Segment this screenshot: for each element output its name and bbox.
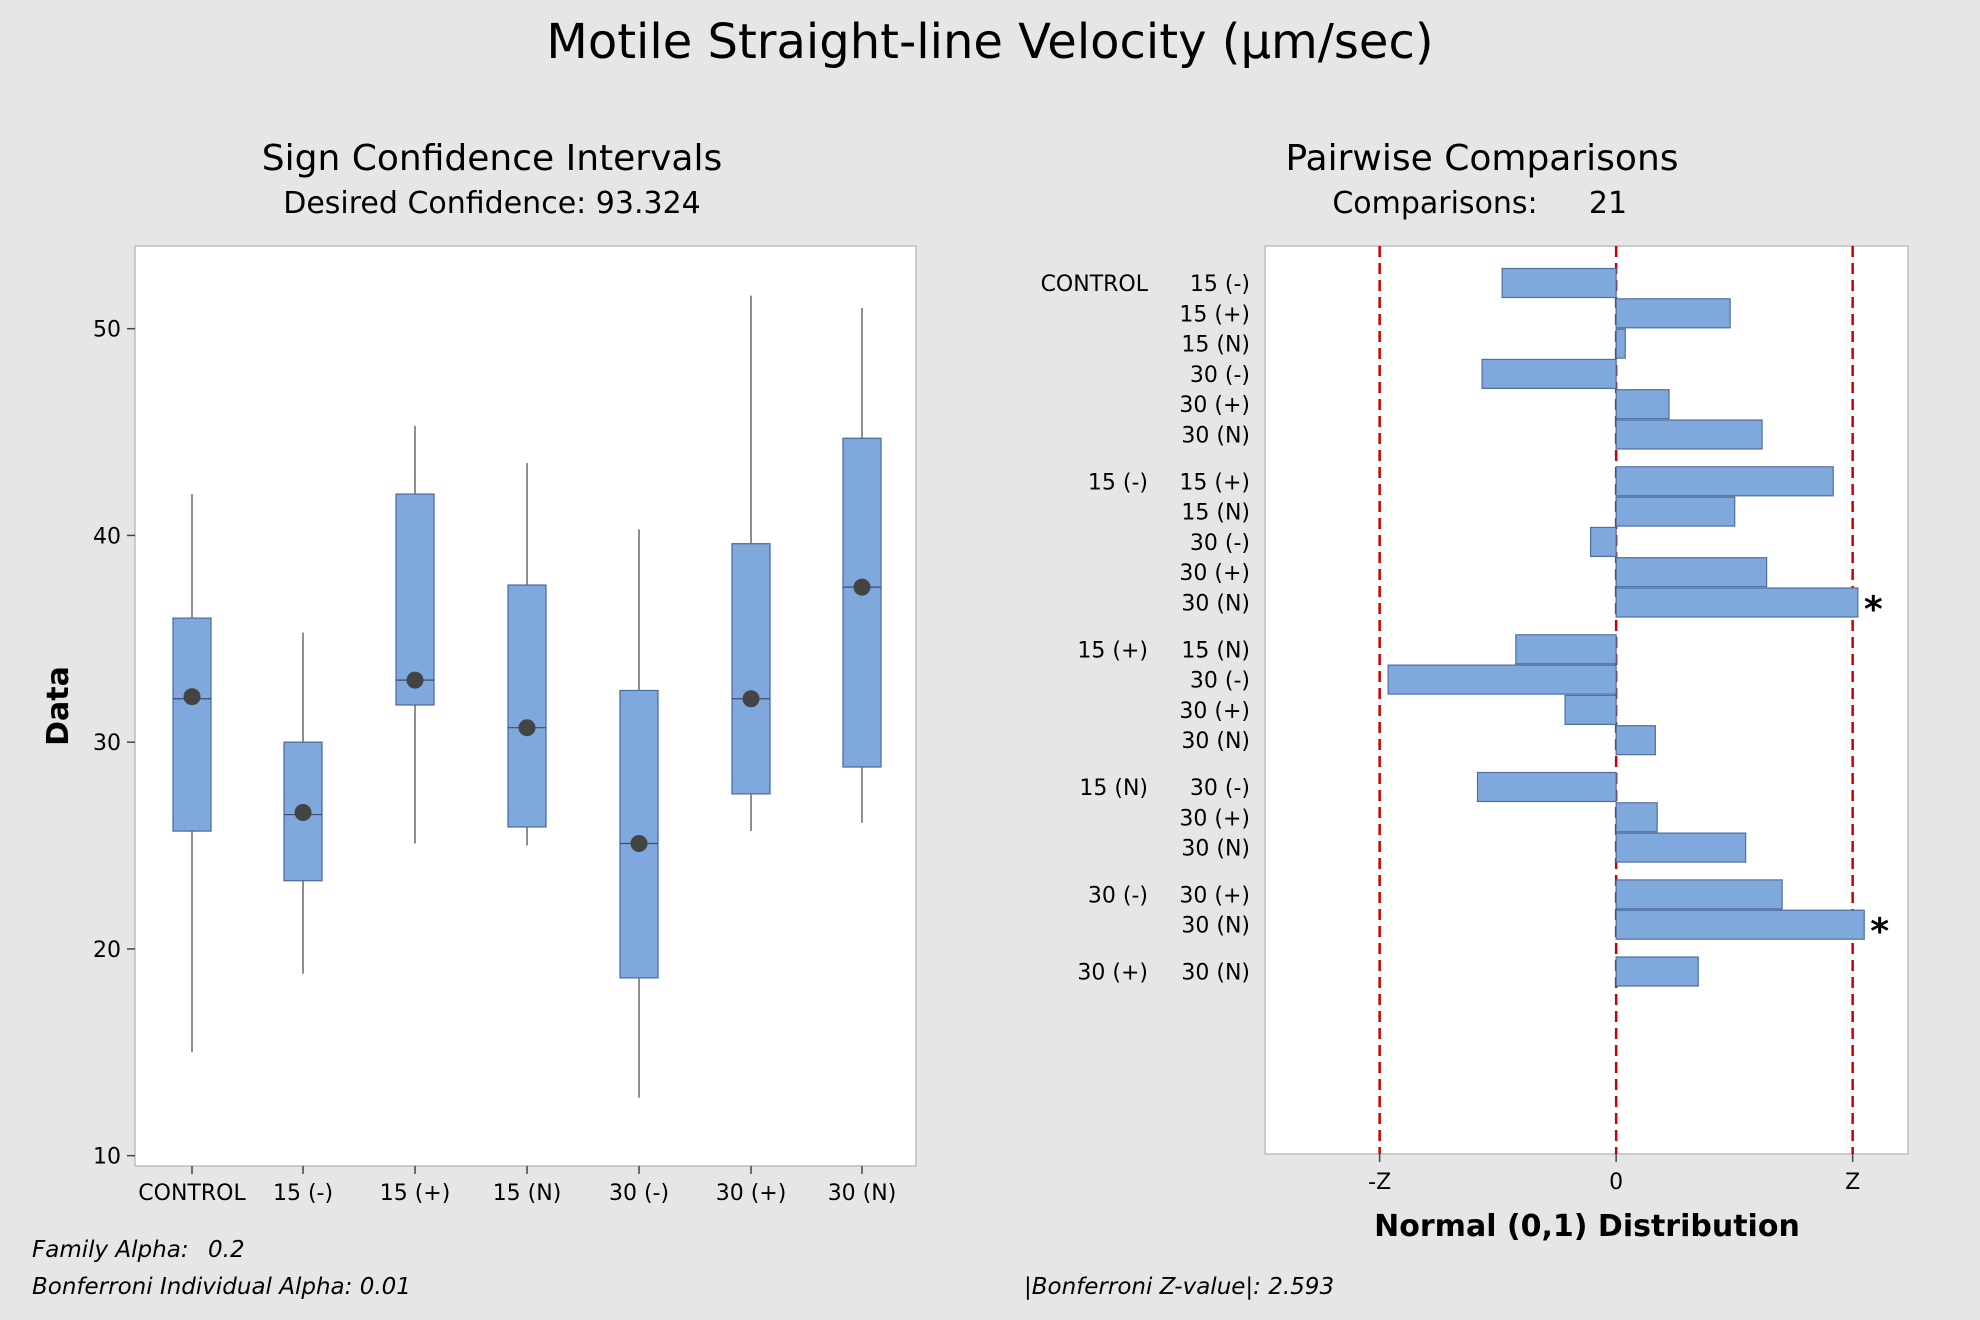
comparison-label: 30 (N)	[1181, 961, 1250, 986]
comparison-bar	[1615, 298, 1731, 329]
median-point	[630, 834, 648, 852]
x-tick-label: 30 (+)	[716, 1181, 787, 1206]
right-panel-subtitle-value: 21	[1589, 186, 1627, 221]
comparison-label: 15 (N)	[1181, 501, 1250, 526]
family-alpha-value: 0.2	[208, 1237, 245, 1263]
box	[507, 584, 547, 828]
x-tick-label: Z	[1845, 1170, 1860, 1195]
median-point	[183, 688, 201, 706]
y-tick-label: 10	[93, 1145, 121, 1170]
comparison-label: 15 (-)	[1190, 272, 1250, 297]
group-label: 15 (-)	[1088, 470, 1148, 495]
comparison-bar	[1615, 496, 1736, 527]
box	[619, 689, 659, 979]
comparison-label: 30 (-)	[1190, 776, 1250, 801]
comparison-bar	[1615, 466, 1834, 497]
left-y-axis-label: Data	[41, 666, 76, 746]
comparison-bar	[1564, 694, 1617, 726]
comparison-label: 30 (+)	[1179, 561, 1250, 586]
x-tick-label: 30 (N)	[828, 1181, 897, 1206]
comparison-label: 30 (-)	[1190, 363, 1250, 388]
comparison-bar	[1615, 832, 1747, 863]
comparison-label: 30 (N)	[1181, 592, 1250, 617]
median-point	[518, 719, 536, 737]
comparison-label: 30 (+)	[1179, 699, 1250, 724]
family-alpha-label: Family Alpha:	[32, 1237, 189, 1263]
group-label: 15 (N)	[1079, 776, 1148, 801]
comparison-bar	[1590, 526, 1617, 558]
comparison-bar	[1615, 419, 1763, 450]
box	[842, 437, 882, 768]
bonferroni-z: |Bonferroni Z-value|: 2.593	[1024, 1274, 1334, 1300]
left-x-ticks: CONTROL 15 (-) 15 (+) 15 (N) 30 (-) 30 (+) 30 …	[138, 1166, 896, 1206]
comparison-label: 30 (N)	[1181, 424, 1250, 449]
right-bars: **	[1387, 267, 1889, 987]
comparison-bar	[1615, 802, 1658, 833]
comparison-bar	[1501, 267, 1617, 299]
group-label: 15 (+)	[1077, 638, 1148, 663]
left-y-axis: 10 20 30 40 50	[93, 318, 135, 1170]
comparison-label: 30 (-)	[1190, 669, 1250, 694]
right-panel-title: Pairwise Comparisons	[1285, 138, 1678, 179]
median-point	[294, 803, 312, 821]
x-tick-label: 15 (+)	[380, 1181, 451, 1206]
comparison-bar	[1615, 328, 1626, 359]
comparison-label: 15 (N)	[1181, 333, 1250, 358]
comparison-bar	[1387, 664, 1617, 695]
comparison-bar	[1615, 909, 1865, 940]
comparison-label: 30 (-)	[1190, 531, 1250, 556]
y-tick-label: 20	[93, 938, 121, 963]
right-x-axis-label: Normal (0,1) Distribution	[1374, 1209, 1800, 1244]
right-panel-subtitle-label: Comparisons:	[1332, 186, 1537, 221]
x-tick-label: 15 (-)	[273, 1181, 333, 1206]
left-boxes	[172, 295, 882, 1098]
group-label: CONTROL	[1041, 272, 1149, 297]
comparison-label: 15 (+)	[1179, 470, 1250, 495]
comparison-label: 30 (+)	[1179, 806, 1250, 831]
left-panel-title: Sign Confidence Intervals	[262, 138, 722, 179]
comparison-bar	[1476, 771, 1617, 803]
comparison-bar	[1615, 956, 1699, 987]
box	[731, 543, 771, 795]
comparison-label: 15 (+)	[1179, 302, 1250, 327]
left-panel-subtitle: Desired Confidence: 93.324	[283, 186, 701, 221]
comparison-label: 30 (+)	[1179, 883, 1250, 908]
median-point	[853, 578, 871, 596]
y-tick-label: 40	[93, 524, 121, 549]
comparison-label: 30 (N)	[1181, 837, 1250, 862]
right-row-labels: CONTROL 15 (-) 15 (+) 15 (N) 30 (-) 30 (+) 30 …	[1041, 272, 1250, 986]
x-tick-label: 30 (-)	[609, 1181, 669, 1206]
x-tick-label: -Z	[1368, 1170, 1391, 1195]
comparison-bar	[1515, 634, 1617, 665]
comparison-bar	[1615, 389, 1670, 420]
comparison-bar	[1615, 879, 1783, 910]
significance-marker: *	[1870, 912, 1889, 953]
bonferroni-alpha: Bonferroni Individual Alpha: 0.01	[32, 1274, 411, 1300]
figure-title: Motile Straight-line Velocity (µm/sec)	[546, 14, 1433, 70]
comparison-bar	[1481, 358, 1617, 389]
reference-lines	[1378, 246, 1854, 1154]
comparison-bar	[1615, 587, 1859, 618]
comparison-label: 30 (N)	[1181, 729, 1250, 754]
x-tick-label: CONTROL	[138, 1181, 246, 1206]
box	[172, 617, 212, 832]
comparison-label: 30 (N)	[1181, 914, 1250, 939]
median-point	[742, 690, 760, 708]
x-tick-label: 0	[1609, 1170, 1623, 1195]
group-label: 30 (-)	[1088, 883, 1148, 908]
right-x-ticks: -Z 0 Z	[1368, 1154, 1860, 1195]
box	[395, 493, 435, 706]
comparison-bar	[1615, 557, 1768, 588]
comparison-label: 15 (N)	[1181, 638, 1250, 663]
group-label: 30 (+)	[1077, 961, 1148, 986]
significance-marker: *	[1864, 590, 1883, 631]
comparison-label: 30 (+)	[1179, 393, 1250, 418]
x-tick-label: 15 (N)	[493, 1181, 562, 1206]
comparison-bar	[1615, 725, 1656, 756]
median-point	[406, 671, 424, 689]
y-tick-label: 30	[93, 731, 121, 756]
y-tick-label: 50	[93, 318, 121, 343]
